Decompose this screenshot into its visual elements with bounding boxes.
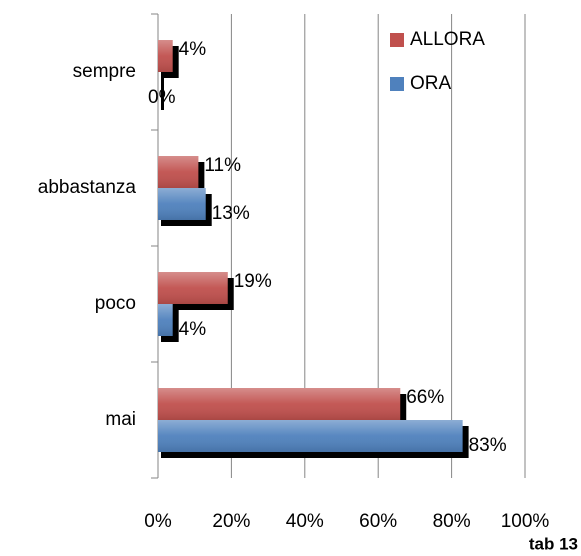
- x-tick-label: 60%: [359, 511, 397, 532]
- value-label: 11%: [204, 155, 241, 176]
- bar-shine: [158, 388, 401, 420]
- y-tick-label: mai: [105, 409, 136, 430]
- y-tick-label: poco: [95, 293, 136, 314]
- value-label: 19%: [234, 271, 272, 292]
- value-label: 83%: [469, 435, 507, 456]
- bar-shine: [158, 40, 173, 72]
- bar-shine: [158, 188, 206, 220]
- bar-shadow: [161, 78, 164, 110]
- value-label: 13%: [212, 203, 250, 224]
- y-tick-label: sempre: [73, 61, 136, 82]
- annotation: tab 13: [529, 534, 578, 553]
- bar-shine: [158, 304, 173, 336]
- x-tick-label: 40%: [286, 511, 324, 532]
- value-label: 66%: [406, 387, 444, 408]
- value-label: 4%: [179, 39, 207, 60]
- bar-shine: [158, 420, 463, 452]
- legend-label: ALLORA: [410, 29, 485, 50]
- x-tick-label: 0%: [144, 511, 172, 532]
- value-label: 0%: [148, 87, 176, 108]
- x-tick-label: 80%: [433, 511, 471, 532]
- x-tick-label: 100%: [501, 511, 550, 532]
- bar-shine: [158, 156, 199, 188]
- y-tick-label: abbastanza: [38, 177, 137, 198]
- legend-swatch: [390, 33, 404, 47]
- value-label: 4%: [179, 319, 207, 340]
- x-tick-label: 20%: [212, 511, 250, 532]
- bar-shine: [158, 272, 228, 304]
- legend-label: ORA: [410, 73, 452, 94]
- legend-swatch: [390, 77, 404, 91]
